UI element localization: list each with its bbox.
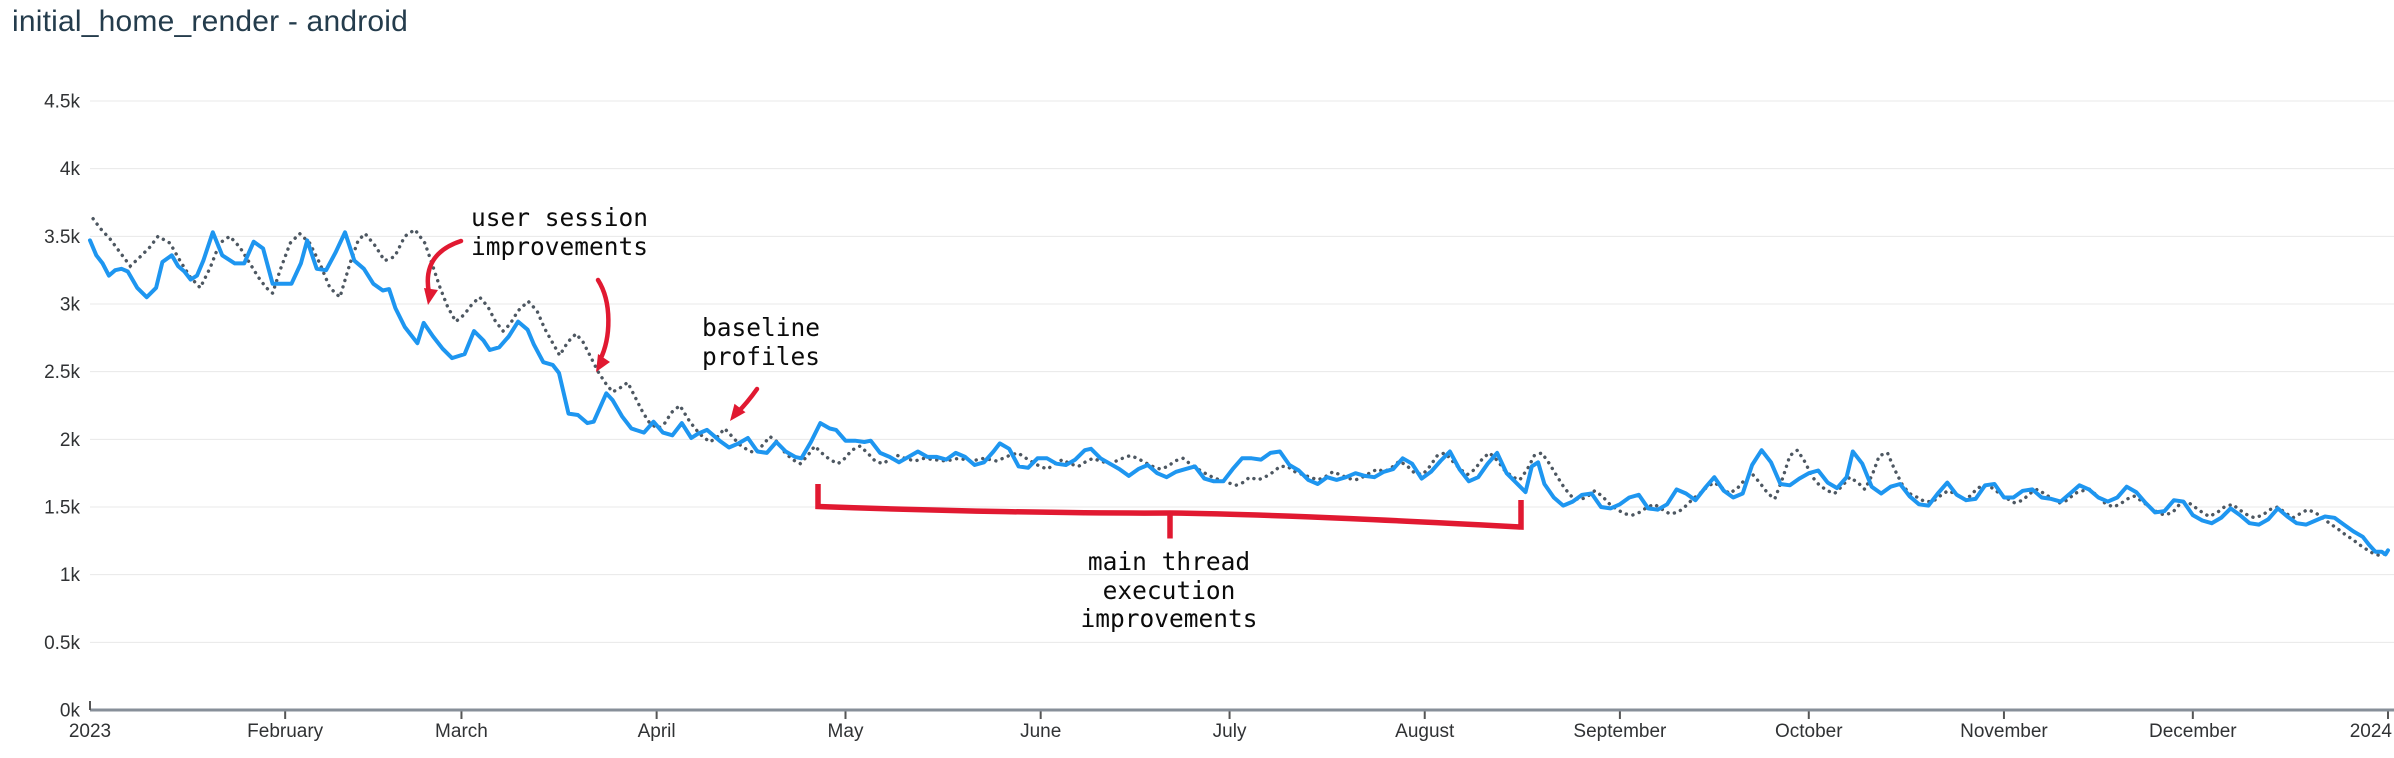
y-tick-label: 1.5k <box>44 498 80 519</box>
page-title: initial_home_render - android <box>12 5 409 38</box>
x-tick-label: 2023 <box>69 721 111 742</box>
annotation-user-session: user session improvements <box>471 203 649 261</box>
annotation-line: improvements <box>471 231 649 261</box>
x-tick-label: March <box>435 721 488 742</box>
x-axis-labels: 2023 February March April May June July August S… <box>69 721 2393 742</box>
y-tick-label: 1k <box>60 565 81 586</box>
y-tick-label: 4k <box>60 159 81 180</box>
x-tick-label: October <box>1775 721 1843 742</box>
y-axis-labels: 0k 0.5k 1k 1.5k 2k 2.5k 3k 3.5k 4k 4.5k <box>44 92 80 722</box>
arrow-user-session-left <box>425 238 464 296</box>
arrowhead-baseline-profiles <box>730 403 746 421</box>
x-tick-label: July <box>1213 721 1247 742</box>
arrowhead-user-session-right <box>596 354 610 372</box>
y-tick-label: 0k <box>60 701 81 722</box>
arrowhead-user-session-left <box>424 288 438 305</box>
x-tick-label: 2024 <box>2350 721 2393 742</box>
x-axis-line <box>89 701 2394 712</box>
annotation-line: improvements <box>1080 604 1258 633</box>
y-tick-label: 0.5k <box>44 633 80 654</box>
y-tick-label: 2k <box>60 430 81 451</box>
x-tick-label: August <box>1395 721 1455 742</box>
x-tick-label: December <box>2149 721 2237 742</box>
y-tick-label: 4.5k <box>44 92 80 113</box>
x-axis-ticks <box>284 711 2389 719</box>
y-tick-label: 3k <box>60 295 81 316</box>
series-solid-line <box>88 230 2390 557</box>
annotation-line: profiles <box>702 341 821 371</box>
annotation-shapes <box>424 238 1524 539</box>
x-tick-label: April <box>638 721 676 742</box>
x-tick-label: May <box>828 721 864 742</box>
x-tick-label: February <box>247 721 324 742</box>
arrow-user-session-right <box>595 277 611 363</box>
annotation-line: user session <box>471 203 649 232</box>
annotation-line: main thread <box>1087 547 1251 576</box>
annotation-main-thread: main thread execution improvements <box>1048 547 1290 634</box>
series-dotted-line <box>91 217 2390 558</box>
y-tick-label: 2.5k <box>44 362 80 383</box>
annotation-baseline-profiles: baseline profiles <box>702 313 821 371</box>
x-tick-label: June <box>1020 721 1061 742</box>
gridlines <box>90 100 2394 643</box>
annotation-line: execution <box>1102 575 1236 605</box>
x-tick-label: September <box>1573 721 1667 742</box>
y-tick-label: 3.5k <box>44 227 80 248</box>
annotation-line: baseline <box>702 313 821 342</box>
data-series <box>88 217 2390 558</box>
x-tick-label: November <box>1960 721 2048 742</box>
